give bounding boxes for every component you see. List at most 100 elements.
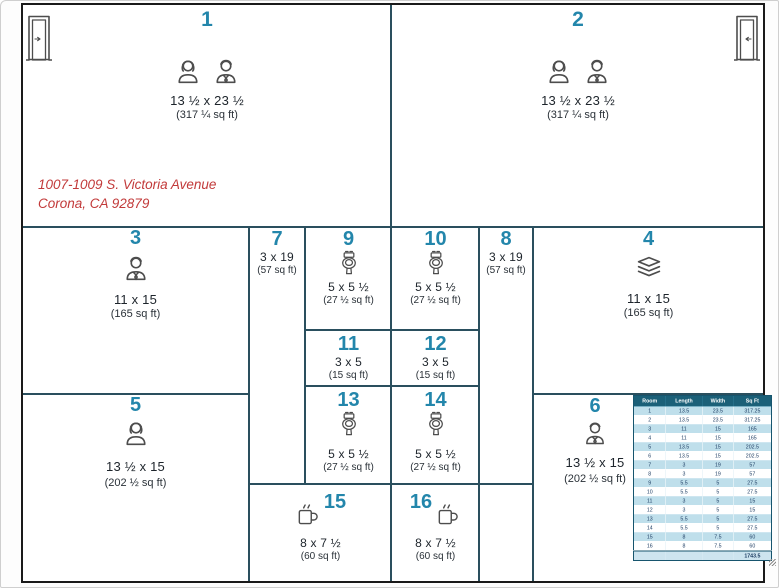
room-number: 6 xyxy=(589,395,601,417)
wall xyxy=(248,483,534,485)
room-area: (317 ¼ sq ft) xyxy=(176,109,238,122)
room-number: 16 xyxy=(409,490,433,513)
room-7: 7 3 x 19 (57 sq ft) xyxy=(250,228,304,277)
room-8: 8 3 x 19 (57 sq ft) xyxy=(480,229,532,277)
table-cell: 15 xyxy=(733,496,772,506)
table-row: 7 3 19 57 xyxy=(633,460,772,470)
room-area: (27 ½ sq ft) xyxy=(323,295,374,306)
table-cell: 16 xyxy=(633,541,666,551)
table-cell: 5 xyxy=(702,514,734,524)
room-15: 15 8 x 7 ½ (60 sq ft) xyxy=(250,487,391,562)
toilet-icon xyxy=(341,250,356,275)
room-number: 2 xyxy=(572,8,584,31)
table-cell: 13.5 xyxy=(665,451,703,461)
wall xyxy=(304,226,306,485)
table-cell: 5.5 xyxy=(665,514,703,524)
table-cell: 15 xyxy=(702,433,734,443)
room-number: 7 xyxy=(271,228,283,250)
room-number: 12 xyxy=(424,333,447,355)
table-header-cell: Room xyxy=(633,395,666,407)
table-cell: 5 xyxy=(702,505,734,515)
room-10: 10 5 x 5 ½ (27 ½ sq ft) xyxy=(393,228,478,307)
room-14: 14 5 x 5 ½ (27 ½ sq ft) xyxy=(393,389,478,474)
table-row: 4 11 15 165 xyxy=(633,433,772,443)
table-cell: 3 xyxy=(633,424,666,434)
table-cell: 3 xyxy=(665,469,703,479)
table-cell: 8 xyxy=(665,532,703,542)
room-11: 11 3 x 5 (15 sq ft) xyxy=(306,334,391,382)
person-female-icon xyxy=(549,60,569,84)
table-cell: 2 xyxy=(633,415,666,425)
room-occupant-icons xyxy=(173,55,241,87)
room-number-row: 15 xyxy=(295,487,346,529)
room-number: 14 xyxy=(424,389,447,411)
room-2: 2 13 ½ x 23 ½ (317 ¼ sq ft) xyxy=(393,8,763,121)
room-dims: 5 x 5 ½ xyxy=(415,447,456,461)
table-cell: 317.25 xyxy=(733,406,772,416)
table-cell: 7.5 xyxy=(702,532,734,542)
table-cell: 5 xyxy=(702,496,734,506)
table-row: 6 13.5 15 202.5 xyxy=(633,451,772,461)
table-cell: 3 xyxy=(665,460,703,470)
table-resize-handle[interactable] xyxy=(769,559,776,566)
room-area: (15 sq ft) xyxy=(415,370,456,381)
table-cell: 3 xyxy=(665,505,703,515)
room-area: (60 sq ft) xyxy=(300,551,341,562)
wall xyxy=(23,226,763,228)
table-cell: 7.5 xyxy=(702,541,734,551)
table-cell: 13.5 xyxy=(665,442,703,452)
table-cell: 5 xyxy=(633,442,666,452)
table-cell: 27.5 xyxy=(733,523,772,533)
room-dims: 11 x 15 xyxy=(113,292,158,307)
table-row: 2 13.5 23.5 317.25 xyxy=(633,415,772,425)
room-area: (60 sq ft) xyxy=(415,551,456,562)
room-9: 9 5 x 5 ½ (27 ½ sq ft) xyxy=(306,229,391,307)
room-6: 6 13 ½ x 15 (202 ½ sq ft) xyxy=(534,395,656,486)
room-number: 4 xyxy=(642,228,655,250)
room-dims: 8 x 7 ½ xyxy=(415,536,456,550)
table-cell: 60 xyxy=(733,532,772,542)
table-cell: 27.5 xyxy=(733,514,772,524)
table-cell: 13.5 xyxy=(665,415,703,425)
room-number: 10 xyxy=(424,228,447,250)
room-dims: 13 ½ x 23 ½ xyxy=(170,93,244,109)
table-cell: 165 xyxy=(733,424,772,434)
room-area: (202 ½ sq ft) xyxy=(564,473,626,485)
room-4: 4 11 x 15 (165 sq ft) xyxy=(534,228,763,320)
room-number: 5 xyxy=(129,394,142,416)
room-area: (57 sq ft) xyxy=(257,265,297,276)
table-cell: 11 xyxy=(665,424,703,434)
room-area: (202 ½ sq ft) xyxy=(104,477,167,489)
table-row: 16 8 7.5 60 xyxy=(633,541,772,551)
table-cell: 23.5 xyxy=(702,415,734,425)
room-area: (27 ½ sq ft) xyxy=(410,462,461,473)
table-cell: 11 xyxy=(665,433,703,443)
room-number: 1 xyxy=(201,8,213,31)
table-header-cell: Sq Ft xyxy=(733,395,772,407)
table-cell: 1 xyxy=(633,406,666,416)
room-number: 15 xyxy=(323,490,347,513)
table-cell: 27.5 xyxy=(733,478,772,488)
table-header-cell: Length xyxy=(665,395,703,407)
table-cell: 15 xyxy=(702,442,734,452)
table-row: 13 5.5 5 27.5 xyxy=(633,514,772,524)
room-area: (165 sq ft) xyxy=(110,308,161,320)
table-cell: 13 xyxy=(633,514,666,524)
property-address: 1007-1009 S. Victoria Avenue Corona, CA … xyxy=(38,176,216,214)
table-total-row: 1743.5 xyxy=(633,550,772,561)
table-cell: 13.5 xyxy=(665,406,703,416)
wall xyxy=(532,393,763,395)
table-row: 5 13.5 15 202.5 xyxy=(633,442,772,452)
toilet-icon xyxy=(341,411,356,436)
table-row: 1 13.5 23.5 317.25 xyxy=(633,406,772,416)
coffee-mug-icon xyxy=(438,504,458,525)
table-total-sqft: 1743.5 xyxy=(733,550,772,561)
table-cell: 8 xyxy=(665,541,703,551)
table-cell xyxy=(665,550,703,561)
wall xyxy=(390,5,392,226)
wall xyxy=(304,329,480,331)
table-cell: 3 xyxy=(665,496,703,506)
room-number-row: 16 xyxy=(410,487,461,529)
room-dims: 11 x 15 xyxy=(626,291,671,306)
